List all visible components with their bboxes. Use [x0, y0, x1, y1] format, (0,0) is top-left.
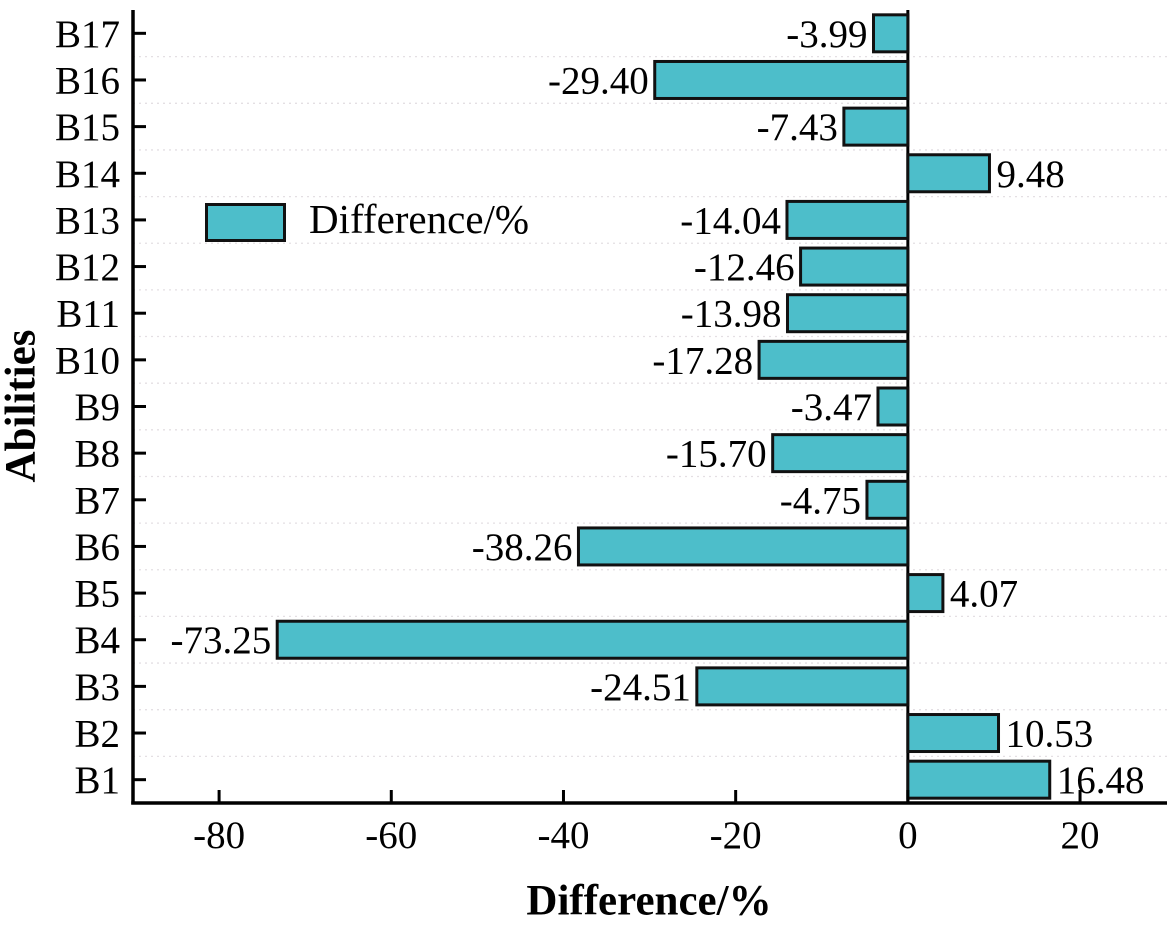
- bar-value-label-B2: 10.53: [1006, 713, 1094, 756]
- bar-value-label-B13: -14.04: [680, 199, 781, 242]
- bar-value-label-B1: 16.48: [1057, 759, 1145, 802]
- y-tick-label-B11: B11: [56, 293, 120, 336]
- bar-B17: [872, 13, 910, 54]
- y-tick-label-B2: B2: [74, 713, 120, 756]
- bar-B4: [275, 619, 910, 660]
- bar-B1: [906, 759, 1052, 800]
- bar-value-label-B11: -13.98: [681, 293, 782, 336]
- bar-value-label-B6: -38.26: [472, 526, 573, 569]
- bar-value-label-B14: 9.48: [996, 153, 1064, 196]
- bar-value-label-B16: -29.40: [548, 59, 649, 102]
- bar-B2: [906, 713, 1001, 754]
- bar-B5: [906, 573, 945, 614]
- y-tick-label-B5: B5: [74, 573, 120, 616]
- legend-label: Difference/%: [309, 196, 530, 242]
- y-tick-label-B6: B6: [74, 526, 120, 569]
- y-tick-label-B8: B8: [74, 433, 120, 476]
- y-tick-label-B17: B17: [55, 13, 120, 56]
- bar-B13: [785, 199, 910, 240]
- y-tick-label-B3: B3: [74, 666, 120, 709]
- bar-B16: [653, 59, 910, 100]
- legend-swatch: [205, 203, 286, 242]
- y-tick-label-B9: B9: [74, 386, 120, 429]
- x-tick-label: -60: [365, 814, 417, 857]
- y-tick-label-B12: B12: [55, 246, 120, 289]
- bar-value-label-B10: -17.28: [652, 339, 753, 382]
- bar-B10: [757, 339, 910, 380]
- bar-B6: [576, 526, 910, 567]
- x-tick-label: -20: [710, 814, 762, 857]
- y-tick-label-B14: B14: [55, 153, 120, 196]
- bar-B11: [785, 293, 910, 334]
- y-tick-label-B4: B4: [74, 619, 120, 662]
- bar-value-label-B15: -7.43: [757, 106, 838, 149]
- y-tick-label-B15: B15: [55, 106, 120, 149]
- y-tick-label-B16: B16: [55, 59, 120, 102]
- bar-value-label-B3: -24.51: [590, 666, 691, 709]
- bar-B15: [842, 106, 910, 147]
- x-tick-label: -40: [537, 814, 589, 857]
- y-axis-title: Abilities: [0, 329, 45, 483]
- bar-value-label-B5: 4.07: [950, 573, 1018, 616]
- bar-value-label-B7: -4.75: [780, 479, 861, 522]
- bar-B7: [865, 479, 910, 520]
- x-tick-label: -80: [193, 814, 245, 857]
- x-axis-title: Difference/%: [526, 877, 772, 925]
- y-tick-label-B13: B13: [55, 199, 120, 242]
- bar-value-label-B17: -3.99: [786, 13, 867, 56]
- y-tick-label-B10: B10: [55, 339, 120, 382]
- bar-value-label-B9: -3.47: [791, 386, 872, 429]
- legend: Difference/%: [205, 196, 530, 243]
- y-tick-label-B1: B1: [74, 759, 120, 802]
- x-tick-label: 20: [1061, 814, 1100, 857]
- bar-B12: [799, 246, 910, 287]
- y-tick-label-B7: B7: [74, 479, 120, 522]
- bar-B14: [906, 153, 991, 194]
- bar-B9: [876, 386, 910, 427]
- bar-B8: [771, 433, 910, 474]
- bar-value-label-B8: -15.70: [666, 433, 767, 476]
- bar-value-label-B12: -12.46: [694, 246, 795, 289]
- bar-B3: [695, 666, 910, 707]
- bar-value-label-B4: -73.25: [170, 619, 271, 662]
- x-tick-label: 0: [898, 814, 918, 857]
